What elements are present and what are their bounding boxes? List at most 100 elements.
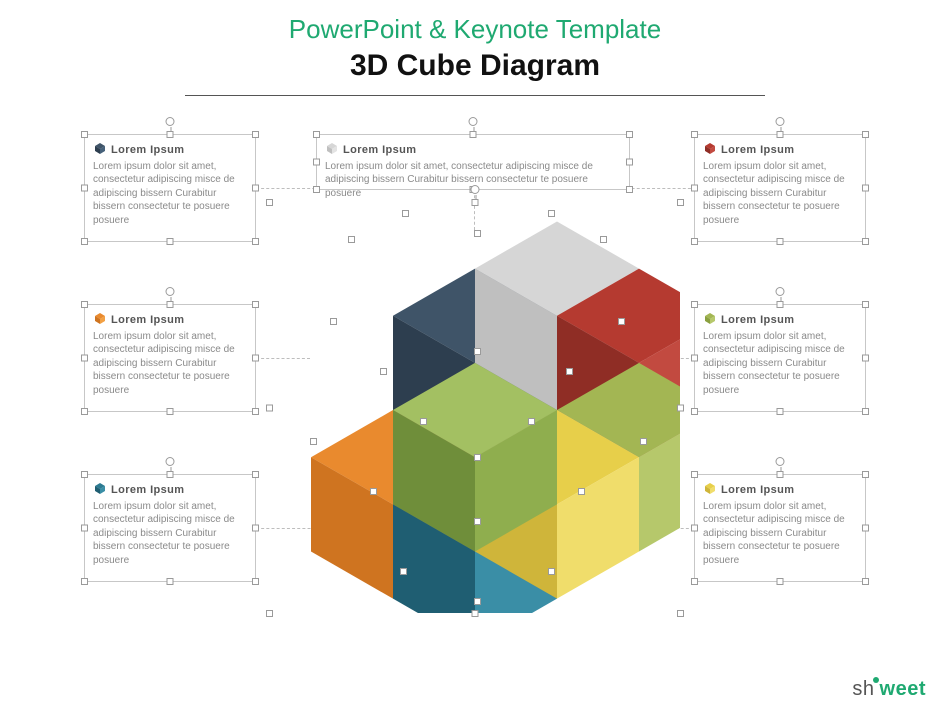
callout-olive[interactable]: Lorem Ipsum Lorem ipsum dolor sit amet, … bbox=[694, 304, 866, 412]
page-title: 3D Cube Diagram bbox=[0, 49, 950, 83]
callout-orange[interactable]: Lorem Ipsum Lorem ipsum dolor sit amet, … bbox=[84, 304, 256, 412]
resize-handle[interactable] bbox=[266, 405, 273, 412]
resize-handle[interactable] bbox=[777, 408, 784, 415]
resize-handle[interactable] bbox=[252, 408, 259, 415]
rotate-handle-icon[interactable] bbox=[166, 457, 175, 466]
brand-prefix: sh bbox=[852, 678, 874, 700]
resize-handle[interactable] bbox=[252, 185, 259, 192]
resize-handle[interactable] bbox=[266, 610, 273, 617]
rotate-handle-icon[interactable] bbox=[166, 287, 175, 296]
resize-handle[interactable] bbox=[626, 131, 633, 138]
page-subtitle: PowerPoint & Keynote Template bbox=[0, 14, 950, 45]
resize-handle[interactable] bbox=[472, 199, 479, 206]
brand-suffix: weet bbox=[880, 678, 926, 700]
callout-teal[interactable]: Lorem Ipsum Lorem ipsum dolor sit amet, … bbox=[84, 474, 256, 582]
resize-handle[interactable] bbox=[81, 408, 88, 415]
callout-title: Lorem Ipsum bbox=[93, 141, 247, 158]
resize-handle[interactable] bbox=[81, 525, 88, 532]
resize-handle[interactable] bbox=[862, 578, 869, 585]
title-divider bbox=[185, 95, 765, 96]
rotate-handle-icon[interactable] bbox=[471, 185, 480, 194]
resize-handle[interactable] bbox=[626, 186, 633, 193]
resize-handle[interactable] bbox=[167, 578, 174, 585]
resize-handle[interactable] bbox=[777, 471, 784, 478]
callout-title: Lorem Ipsum bbox=[325, 141, 621, 158]
rotate-handle-icon[interactable] bbox=[776, 287, 785, 296]
resize-handle[interactable] bbox=[677, 610, 684, 617]
resize-handle[interactable] bbox=[677, 405, 684, 412]
rotate-handle-icon[interactable] bbox=[469, 117, 478, 126]
resize-handle[interactable] bbox=[81, 185, 88, 192]
resize-handle[interactable] bbox=[266, 199, 273, 206]
resize-handle[interactable] bbox=[862, 301, 869, 308]
resize-handle[interactable] bbox=[691, 525, 698, 532]
cube-diagram[interactable] bbox=[270, 203, 680, 613]
callout-body: Lorem ipsum dolor sit amet, consectetur … bbox=[93, 500, 247, 568]
resize-handle[interactable] bbox=[777, 238, 784, 245]
resize-handle[interactable] bbox=[691, 578, 698, 585]
resize-handle[interactable] bbox=[252, 525, 259, 532]
rotate-handle-icon[interactable] bbox=[776, 117, 785, 126]
cube-icon bbox=[93, 141, 105, 153]
cube-icon bbox=[703, 141, 715, 153]
resize-handle[interactable] bbox=[167, 131, 174, 138]
resize-handle[interactable] bbox=[862, 408, 869, 415]
callout-body: Lorem ipsum dolor sit amet, consectetur … bbox=[93, 330, 247, 398]
callout-red[interactable]: Lorem Ipsum Lorem ipsum dolor sit amet, … bbox=[694, 134, 866, 242]
resize-handle[interactable] bbox=[470, 131, 477, 138]
callout-body: Lorem ipsum dolor sit amet, consectetur … bbox=[703, 500, 857, 568]
rotate-handle-icon[interactable] bbox=[166, 117, 175, 126]
cube-icon bbox=[93, 481, 105, 493]
resize-handle[interactable] bbox=[167, 238, 174, 245]
resize-handle[interactable] bbox=[81, 301, 88, 308]
resize-handle[interactable] bbox=[691, 355, 698, 362]
resize-handle[interactable] bbox=[777, 578, 784, 585]
resize-handle[interactable] bbox=[691, 471, 698, 478]
resize-handle[interactable] bbox=[313, 159, 320, 166]
callout-grey[interactable]: Lorem Ipsum Lorem ipsum dolor sit amet, … bbox=[316, 134, 630, 190]
resize-handle[interactable] bbox=[862, 471, 869, 478]
brand-logo: shweet bbox=[852, 677, 926, 701]
resize-handle[interactable] bbox=[862, 355, 869, 362]
resize-handle[interactable] bbox=[862, 238, 869, 245]
resize-handle[interactable] bbox=[691, 131, 698, 138]
resize-handle[interactable] bbox=[691, 408, 698, 415]
callout-body: Lorem ipsum dolor sit amet, consectetur … bbox=[93, 160, 247, 228]
resize-handle[interactable] bbox=[252, 131, 259, 138]
resize-handle[interactable] bbox=[167, 471, 174, 478]
cube-icon bbox=[325, 141, 337, 153]
resize-handle[interactable] bbox=[167, 408, 174, 415]
resize-handle[interactable] bbox=[313, 186, 320, 193]
resize-handle[interactable] bbox=[252, 471, 259, 478]
resize-handle[interactable] bbox=[777, 131, 784, 138]
resize-handle[interactable] bbox=[691, 238, 698, 245]
resize-handle[interactable] bbox=[862, 185, 869, 192]
resize-handle[interactable] bbox=[252, 238, 259, 245]
resize-handle[interactable] bbox=[81, 355, 88, 362]
resize-handle[interactable] bbox=[677, 199, 684, 206]
header: PowerPoint & Keynote Template 3D Cube Di… bbox=[0, 0, 950, 96]
rotate-handle-icon[interactable] bbox=[776, 457, 785, 466]
callout-title: Lorem Ipsum bbox=[93, 311, 247, 328]
resize-handle[interactable] bbox=[252, 578, 259, 585]
resize-handle[interactable] bbox=[81, 131, 88, 138]
callout-navy[interactable]: Lorem Ipsum Lorem ipsum dolor sit amet, … bbox=[84, 134, 256, 242]
resize-handle[interactable] bbox=[313, 131, 320, 138]
cube-icon bbox=[93, 311, 105, 323]
diagram-stage: Lorem Ipsum Lorem ipsum dolor sit amet, … bbox=[0, 118, 950, 678]
resize-handle[interactable] bbox=[81, 578, 88, 585]
resize-handle[interactable] bbox=[81, 471, 88, 478]
resize-handle[interactable] bbox=[81, 238, 88, 245]
callout-title: Lorem Ipsum bbox=[703, 311, 857, 328]
resize-handle[interactable] bbox=[862, 525, 869, 532]
resize-handle[interactable] bbox=[691, 185, 698, 192]
resize-handle[interactable] bbox=[472, 610, 479, 617]
resize-handle[interactable] bbox=[167, 301, 174, 308]
resize-handle[interactable] bbox=[252, 355, 259, 362]
resize-handle[interactable] bbox=[626, 159, 633, 166]
callout-yellow[interactable]: Lorem Ipsum Lorem ipsum dolor sit amet, … bbox=[694, 474, 866, 582]
resize-handle[interactable] bbox=[777, 301, 784, 308]
resize-handle[interactable] bbox=[862, 131, 869, 138]
resize-handle[interactable] bbox=[252, 301, 259, 308]
resize-handle[interactable] bbox=[691, 301, 698, 308]
